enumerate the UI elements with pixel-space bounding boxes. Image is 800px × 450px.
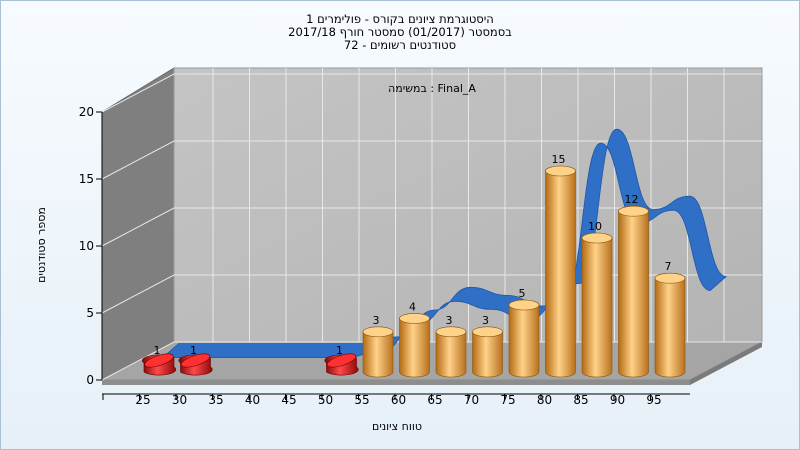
- left-wall: [101, 67, 175, 381]
- x-tick-label: 60: [391, 393, 406, 407]
- bar-body: [508, 299, 540, 378]
- chart-annotation: במשימה : Final_A: [388, 82, 476, 95]
- x-axis-title: טווח ציונים: [372, 420, 422, 433]
- bar: [654, 272, 686, 378]
- y-axis-title: מספר סטודנטים: [35, 207, 48, 283]
- floor-side-edge: [690, 342, 762, 385]
- bar-top: [654, 272, 686, 284]
- y-tick-label: 5: [86, 306, 94, 320]
- x-tick-label: 40: [245, 393, 260, 407]
- bar: [508, 299, 540, 378]
- bar-top: [399, 313, 430, 324]
- bar-value-label: 10: [588, 220, 602, 233]
- chart-title-line-1: היסטוגרמת ציונים בקורס - פולימרים 1: [306, 12, 494, 26]
- bar: [545, 165, 576, 378]
- bar-top: [508, 299, 540, 311]
- x-tick-label: 70: [464, 393, 479, 407]
- bar-value-label: 5: [519, 287, 526, 300]
- x-tick-label: 25: [135, 393, 150, 407]
- x-tick-label: 45: [281, 393, 296, 407]
- bar: [435, 326, 467, 378]
- x-tick-label: 30: [172, 393, 187, 407]
- x-tick-label: 50: [318, 393, 333, 407]
- bar-body: [581, 232, 613, 378]
- bar-top: [144, 353, 174, 368]
- y-grid-line: [101, 140, 762, 180]
- bar-value-label: 12: [625, 193, 639, 206]
- bar-value-label: 4: [409, 300, 416, 313]
- x-tick-label: 75: [500, 393, 515, 407]
- x-tick-label: 65: [427, 393, 442, 407]
- bar-top: [362, 326, 394, 338]
- bar-top: [581, 232, 613, 244]
- chart-title-line-3: סטודנטים רשומים - 72: [343, 38, 457, 52]
- bar-value-label: 1: [336, 344, 343, 357]
- bar-value-label: 3: [482, 314, 489, 327]
- bar-top: [472, 326, 503, 338]
- bar: [141, 353, 177, 376]
- y-tick-label: 0: [86, 373, 94, 387]
- x-tick-label: 85: [573, 393, 588, 407]
- bar-value-label: 3: [373, 314, 380, 327]
- bar: [324, 353, 359, 376]
- bar-value-label: 3: [446, 314, 453, 327]
- bar-value-label: 1: [190, 344, 197, 357]
- bar-top: [545, 165, 576, 177]
- bar-top: [435, 326, 467, 338]
- y-grid-line: [101, 73, 762, 113]
- bar: [472, 326, 503, 378]
- bar: [362, 326, 394, 378]
- bar-value-label: 15: [552, 153, 566, 166]
- bar-body: [618, 205, 649, 378]
- x-tick-label: 80: [537, 393, 552, 407]
- bar-top: [180, 353, 211, 368]
- floor-edge: [102, 380, 690, 385]
- bar-value-label: 7: [665, 260, 672, 273]
- x-tick-label: 95: [646, 393, 661, 407]
- bar: [178, 353, 213, 376]
- bar: [399, 313, 430, 378]
- bar-top: [326, 353, 357, 368]
- y-tick-label: 20: [79, 105, 94, 119]
- y-tick-label: 10: [79, 239, 94, 253]
- y-tick-label: 15: [79, 172, 94, 186]
- bar: [618, 205, 649, 378]
- bar-body: [654, 272, 686, 378]
- x-tick-label: 55: [354, 393, 369, 407]
- bar-value-label: 1: [154, 344, 161, 357]
- bar-body: [545, 165, 576, 378]
- chart-title-line-2: בסמסטר (01/2017) סמסטר חורף 2017/18: [288, 25, 512, 39]
- x-tick-label: 90: [610, 393, 625, 407]
- bar: [581, 232, 613, 378]
- bar-top: [618, 205, 649, 217]
- x-tick-label: 35: [208, 393, 223, 407]
